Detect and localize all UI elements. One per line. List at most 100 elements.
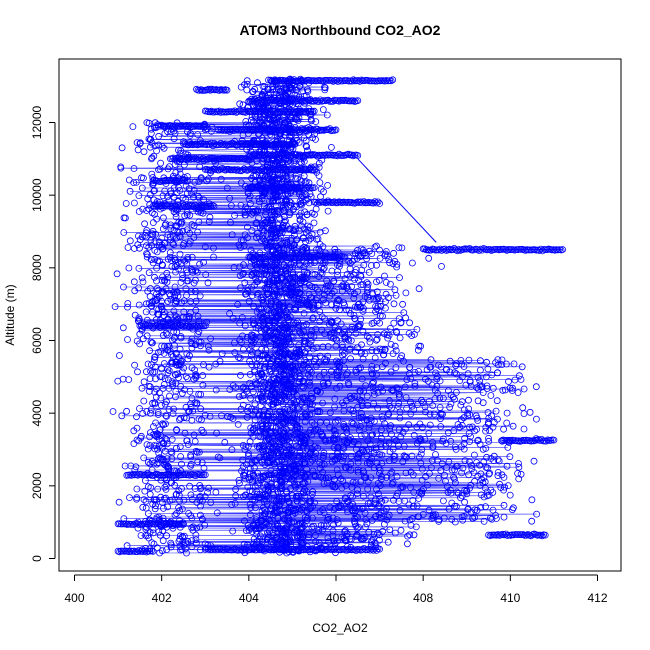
data-point xyxy=(154,122,162,130)
data-point xyxy=(474,436,482,444)
data-point xyxy=(325,436,333,444)
data-point xyxy=(292,505,300,513)
data-point xyxy=(237,83,245,91)
data-point xyxy=(273,534,281,542)
data-point xyxy=(346,310,354,317)
data-point xyxy=(247,246,255,254)
data-point xyxy=(299,480,307,488)
data-point xyxy=(314,286,321,294)
data-point xyxy=(264,150,271,158)
data-point xyxy=(283,239,291,246)
data-point xyxy=(395,393,403,401)
data-point xyxy=(170,194,178,201)
data-point xyxy=(146,191,154,199)
data-point xyxy=(317,264,325,272)
data-point xyxy=(269,423,277,431)
data-point xyxy=(309,315,317,323)
data-point xyxy=(410,531,418,539)
data-point xyxy=(364,401,372,409)
data-point xyxy=(341,364,348,372)
data-point xyxy=(276,485,284,493)
data-point xyxy=(176,443,184,451)
data-point xyxy=(133,485,141,493)
data-point xyxy=(305,179,313,187)
data-point xyxy=(356,422,364,430)
data-point xyxy=(250,98,257,106)
data-point xyxy=(493,369,501,377)
data-point xyxy=(297,469,305,477)
data-point xyxy=(183,437,191,445)
data-point xyxy=(364,437,372,444)
data-point xyxy=(286,445,294,453)
data-point xyxy=(305,378,313,386)
data-point xyxy=(517,470,525,478)
data-point xyxy=(253,514,261,521)
data-point xyxy=(286,371,294,379)
data-point xyxy=(151,353,159,361)
data-point xyxy=(287,173,295,181)
data-point xyxy=(229,314,237,322)
data-point xyxy=(323,277,331,285)
data-point xyxy=(432,369,440,377)
data-point xyxy=(288,140,296,148)
data-point xyxy=(436,394,444,402)
data-point xyxy=(192,447,200,455)
data-point xyxy=(147,406,155,413)
data-point xyxy=(188,340,196,348)
data-point xyxy=(400,309,408,317)
data-point xyxy=(120,283,127,291)
data-point xyxy=(243,334,251,341)
data-point xyxy=(212,488,220,496)
data-point xyxy=(143,251,151,259)
data-point xyxy=(143,250,151,258)
data-point xyxy=(140,148,148,156)
data-point xyxy=(307,504,315,512)
data-point xyxy=(194,312,202,320)
data-point xyxy=(315,373,323,381)
data-point xyxy=(467,382,475,390)
data-point xyxy=(377,383,385,391)
data-point xyxy=(109,408,117,415)
data-point xyxy=(204,279,212,287)
data-point xyxy=(249,331,257,339)
data-point xyxy=(311,531,319,539)
data-point xyxy=(446,403,454,411)
data-point xyxy=(408,402,416,410)
data-point xyxy=(259,315,267,323)
data-point xyxy=(408,452,416,460)
data-point xyxy=(386,402,394,410)
data-point xyxy=(489,506,497,514)
data-point xyxy=(251,504,259,512)
data-point xyxy=(254,370,262,378)
data-point xyxy=(136,140,144,148)
data-point xyxy=(217,175,225,183)
data-point xyxy=(356,387,364,395)
data-point xyxy=(341,329,349,336)
data-point xyxy=(185,407,193,415)
data-point xyxy=(396,506,404,514)
data-point xyxy=(375,479,382,487)
data-point xyxy=(260,484,268,492)
data-point xyxy=(315,359,323,367)
data-point xyxy=(340,299,348,307)
data-point xyxy=(312,118,320,125)
data-point xyxy=(272,474,280,482)
data-point xyxy=(334,367,342,375)
data-point xyxy=(447,437,455,445)
data-point xyxy=(143,441,151,449)
data-point xyxy=(160,349,168,357)
data-point xyxy=(380,330,388,338)
data-point xyxy=(363,447,371,454)
data-point xyxy=(346,259,354,267)
data-point xyxy=(153,264,161,272)
data-point xyxy=(515,475,523,483)
data-point xyxy=(286,464,294,472)
data-point xyxy=(386,280,394,288)
data-point xyxy=(197,405,205,413)
data-point xyxy=(146,292,154,300)
data-point xyxy=(277,241,285,249)
data-point xyxy=(296,261,304,269)
data-point xyxy=(276,303,283,311)
data-point xyxy=(489,423,497,431)
data-point xyxy=(373,430,380,438)
